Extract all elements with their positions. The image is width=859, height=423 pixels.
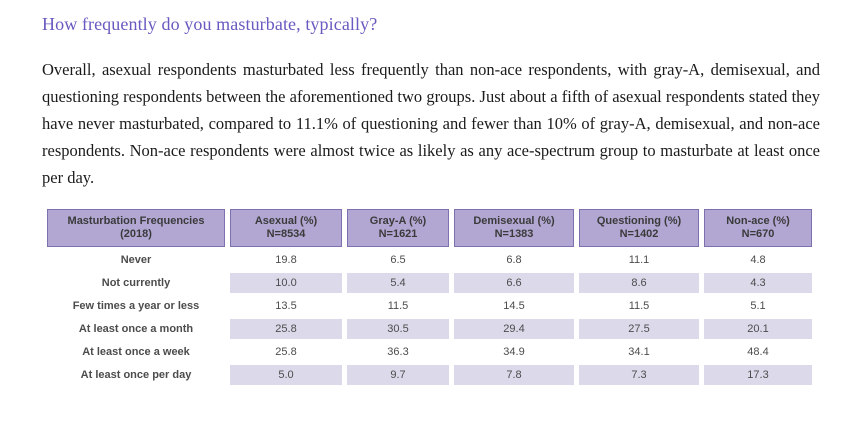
- cell-value: 13.5: [275, 300, 297, 312]
- column-header-n-count: N=1621: [378, 228, 418, 240]
- cell-value: 17.3: [704, 365, 812, 385]
- cell-value: 10.0: [230, 273, 342, 293]
- row-label: At least once per day: [80, 369, 192, 381]
- cell-value: 6.5: [390, 254, 406, 266]
- cell-value: 8.6: [579, 273, 699, 293]
- row-label: Few times a year or less: [72, 300, 200, 312]
- row-label: Not currently: [101, 277, 171, 289]
- row-label: At least once a month: [78, 323, 194, 335]
- cell-value: 6.6: [454, 273, 574, 293]
- column-header-n-count: N=1402: [619, 228, 659, 240]
- cell-value: 34.1: [628, 346, 650, 358]
- cell-value: 11.5: [628, 300, 650, 312]
- cell-value: 36.3: [387, 346, 409, 358]
- table-header-row: Masturbation Frequencies (2018) Asexual …: [47, 209, 812, 247]
- row-label: Never: [120, 254, 152, 266]
- cell-value: 5.1: [750, 300, 766, 312]
- cell-value: 5.0: [230, 365, 342, 385]
- table-row-not-currently: Not currently 10.0 5.4 6.6 8.6 4.3: [47, 273, 812, 293]
- column-header-n-count: N=670: [741, 228, 775, 240]
- table-row-never: Never 19.8 6.5 6.8 11.1 4.8: [47, 250, 812, 270]
- row-label: At least once a week: [82, 346, 190, 358]
- column-header-title: Gray-A (%): [369, 215, 427, 227]
- cell-value: 48.4: [747, 346, 769, 358]
- intro-paragraph: Overall, asexual respondents masturbated…: [42, 60, 820, 187]
- cell-value: 25.8: [275, 346, 297, 358]
- table-row-once-a-week: At least once a week 25.8 36.3 34.9 34.1…: [47, 342, 812, 362]
- cell-value: 25.8: [230, 319, 342, 339]
- column-header-subtitle: (2018): [120, 228, 152, 240]
- column-header-demisexual: Demisexual (%) N=1383: [454, 209, 574, 247]
- cell-value: 7.3: [579, 365, 699, 385]
- cell-value: 14.5: [503, 300, 525, 312]
- cell-value: 4.8: [750, 254, 766, 266]
- column-header-title: Demisexual (%): [473, 215, 555, 227]
- cell-value: 5.4: [347, 273, 449, 293]
- table-row-once-per-day: At least once per day 5.0 9.7 7.8 7.3 17…: [47, 365, 812, 385]
- column-header-gray-a: Gray-A (%) N=1621: [347, 209, 449, 247]
- table-row-few-times-a-year: Few times a year or less 13.5 11.5 14.5 …: [47, 296, 812, 316]
- column-header-title: Masturbation Frequencies: [67, 215, 205, 227]
- cell-value: 19.8: [275, 254, 297, 266]
- page-title: How frequently do you masturbate, typica…: [42, 14, 378, 34]
- cell-value: 20.1: [704, 319, 812, 339]
- cell-value: 29.4: [454, 319, 574, 339]
- column-header-title: Non-ace (%): [726, 215, 790, 227]
- table-row-once-a-month: At least once a month 25.8 30.5 29.4 27.…: [47, 319, 812, 339]
- cell-value: 11.1: [628, 254, 650, 266]
- cell-value: 6.8: [506, 254, 522, 266]
- column-header-non-ace: Non-ace (%) N=670: [704, 209, 812, 247]
- masturbation-frequency-table: Masturbation Frequencies (2018) Asexual …: [42, 206, 817, 388]
- document-page: How frequently do you masturbate, typica…: [42, 14, 820, 388]
- column-header-n-count: N=1383: [494, 228, 534, 240]
- column-header-frequencies: Masturbation Frequencies (2018): [47, 209, 225, 247]
- column-header-title: Questioning (%): [596, 215, 682, 227]
- cell-value: 7.8: [454, 365, 574, 385]
- column-header-questioning: Questioning (%) N=1402: [579, 209, 699, 247]
- cell-value: 9.7: [347, 365, 449, 385]
- column-header-title: Asexual (%): [254, 215, 318, 227]
- cell-value: 11.5: [387, 300, 409, 312]
- cell-value: 34.9: [503, 346, 525, 358]
- column-header-asexual: Asexual (%) N=8534: [230, 209, 342, 247]
- column-header-n-count: N=8534: [266, 228, 306, 240]
- cell-value: 27.5: [579, 319, 699, 339]
- cell-value: 4.3: [704, 273, 812, 293]
- cell-value: 30.5: [347, 319, 449, 339]
